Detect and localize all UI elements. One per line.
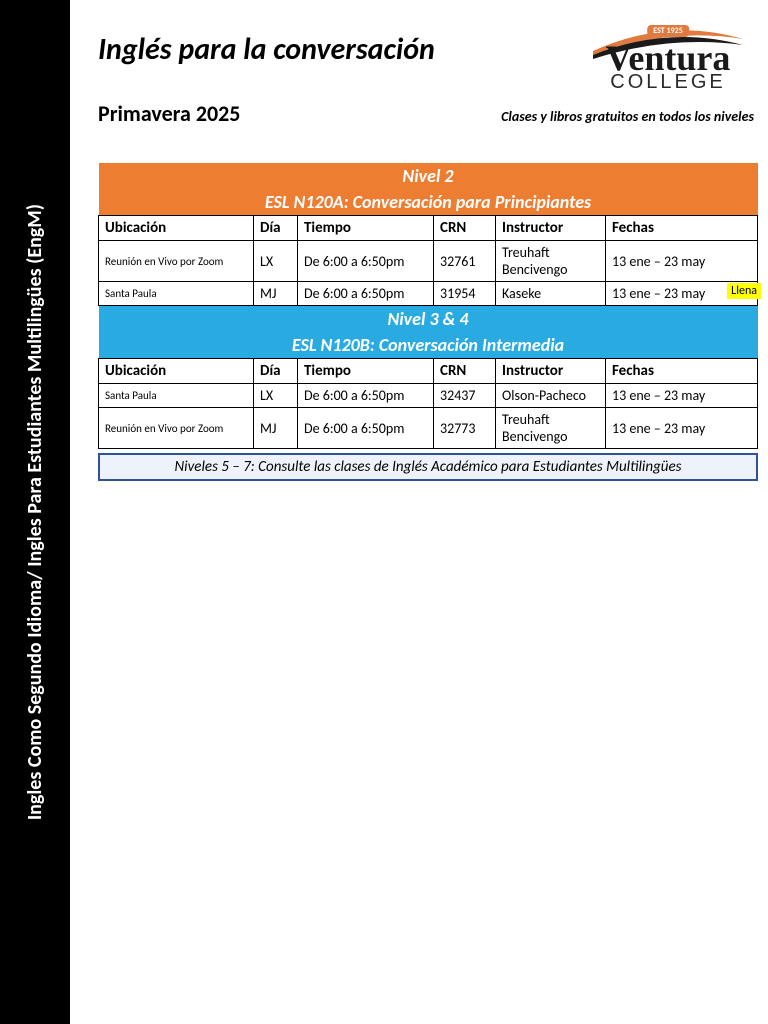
cell-tiempo: De 6:00 a 6:50pm xyxy=(298,384,434,408)
column-header-row: Ubicación Día Tiempo CRN Instructor Fech… xyxy=(99,216,758,241)
cell-dia: LX xyxy=(254,384,298,408)
table-row: Santa Paula MJ De 6:00 a 6:50pm 31954 Ka… xyxy=(99,282,758,306)
table-row: Santa Paula LX De 6:00 a 6:50pm 32437 Ol… xyxy=(99,384,758,408)
table-row: Reunión en Vivo por Zoom LX De 6:00 a 6:… xyxy=(99,241,758,282)
cell-dia: LX xyxy=(254,241,298,282)
cell-instructor: Treuhaft Bencivengo xyxy=(496,408,606,449)
vertical-sidebar: Ingles Como Segundo Idioma/ Ingles Para … xyxy=(0,0,70,1024)
cell-dia: MJ xyxy=(254,282,298,306)
subtitle-row: Primavera 2025 Clases y libros gratuitos… xyxy=(98,100,758,127)
cell-ubic: Santa Paula xyxy=(99,384,254,408)
col-ubicacion: Ubicación xyxy=(99,216,254,241)
cell-tiempo: De 6:00 a 6:50pm xyxy=(298,241,434,282)
course-header-row: ESL N120B: Conversación Intermedia xyxy=(99,332,758,359)
col-tiempo: Tiempo xyxy=(298,216,434,241)
cell-tiempo: De 6:00 a 6:50pm xyxy=(298,282,434,306)
cell-instructor: Olson-Pacheco xyxy=(496,384,606,408)
tagline-text: Clases y libros gratuitos en todos los n… xyxy=(501,108,758,125)
course-header-row: ESL N120A: Conversación para Principiant… xyxy=(99,189,758,216)
cell-instructor: Treuhaft Bencivengo xyxy=(496,241,606,282)
sidebar-title: Ingles Como Segundo Idioma/ Ingles Para … xyxy=(23,204,47,820)
header-row: Inglés para la conversación EST 1925 Ven… xyxy=(98,25,758,94)
col-dia: Día xyxy=(254,359,298,384)
cell-dia: MJ xyxy=(254,408,298,449)
cell-fechas: 13 ene – 23 may Llena xyxy=(606,282,758,306)
full-badge: Llena xyxy=(727,283,761,299)
cell-crn: 32773 xyxy=(434,408,496,449)
course-title: ESL N120B: Conversación Intermedia xyxy=(99,332,758,359)
course-title: ESL N120A: Conversación para Principiant… xyxy=(99,189,758,216)
level-title: Nivel 2 xyxy=(99,163,758,189)
term-label: Primavera 2025 xyxy=(98,100,240,127)
col-fechas: Fechas xyxy=(606,359,758,384)
col-tiempo: Tiempo xyxy=(298,359,434,384)
college-logo: EST 1925 Ventura COLLEGE xyxy=(578,25,758,94)
col-instructor: Instructor xyxy=(496,216,606,241)
page-title: Inglés para la conversación xyxy=(98,25,435,68)
col-fechas: Fechas xyxy=(606,216,758,241)
course-table: Nivel 2 ESL N120A: Conversación para Pri… xyxy=(98,163,758,449)
cell-crn: 32437 xyxy=(434,384,496,408)
logo-est-badge: EST 1925 xyxy=(647,25,689,37)
cell-fechas: 13 ene – 23 may xyxy=(606,241,758,282)
column-header-row: Ubicación Día Tiempo CRN Instructor Fech… xyxy=(99,359,758,384)
col-instructor: Instructor xyxy=(496,359,606,384)
col-crn: CRN xyxy=(434,216,496,241)
cell-crn: 32761 xyxy=(434,241,496,282)
cell-ubic: Santa Paula xyxy=(99,282,254,306)
cell-fechas-text: 13 ene – 23 may xyxy=(612,285,705,302)
cell-fechas: 13 ene – 23 may xyxy=(606,384,758,408)
col-ubicacion: Ubicación xyxy=(99,359,254,384)
cell-tiempo: De 6:00 a 6:50pm xyxy=(298,408,434,449)
level-header-row: Nivel 2 xyxy=(99,163,758,189)
cell-instructor: Kaseke xyxy=(496,282,606,306)
level-header-row: Nivel 3 & 4 xyxy=(99,306,758,333)
footer-note: Niveles 5 – 7: Consulte las clases de In… xyxy=(98,453,758,481)
logo-name: Ventura xyxy=(578,46,758,71)
course-tables: Nivel 2 ESL N120A: Conversación para Pri… xyxy=(98,163,758,481)
col-dia: Día xyxy=(254,216,298,241)
cell-crn: 31954 xyxy=(434,282,496,306)
cell-fechas: 13 ene – 23 may xyxy=(606,408,758,449)
main-content: Inglés para la conversación EST 1925 Ven… xyxy=(70,0,768,481)
table-row: Reunión en Vivo por Zoom MJ De 6:00 a 6:… xyxy=(99,408,758,449)
col-crn: CRN xyxy=(434,359,496,384)
cell-ubic: Reunión en Vivo por Zoom xyxy=(99,241,254,282)
cell-ubic: Reunión en Vivo por Zoom xyxy=(99,408,254,449)
level-title: Nivel 3 & 4 xyxy=(99,306,758,333)
